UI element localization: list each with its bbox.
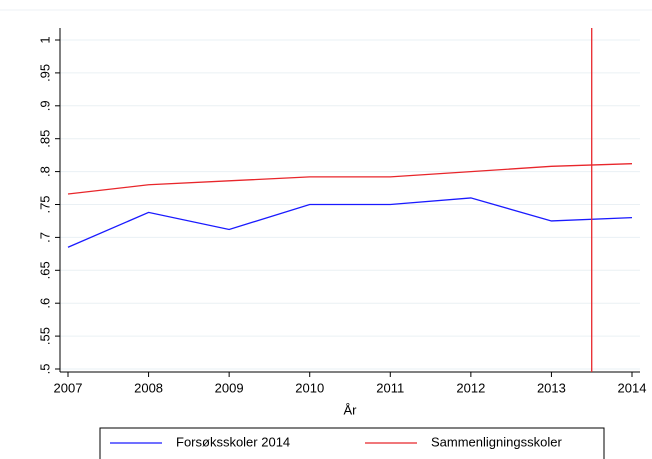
x-tick-label: 2013: [537, 380, 566, 395]
legend-label: Forsøksskoler 2014: [176, 434, 290, 449]
line-series: [67, 197, 633, 248]
x-tick-label: 2007: [54, 380, 83, 395]
x-tick-label: 2014: [618, 380, 647, 395]
x-tick-label: 2010: [295, 380, 324, 395]
legend-box: [99, 427, 605, 459]
y-tick-label: .65: [37, 261, 52, 279]
y-tick-label: .8: [37, 166, 52, 177]
x-tick-label: 2011: [376, 380, 404, 395]
y-tick-label: 1: [37, 36, 52, 43]
x-axis-title: År: [344, 402, 358, 417]
y-tick-label: .9: [37, 100, 52, 111]
legend-label: Sammenligningsskoler: [431, 434, 562, 449]
y-tick-label: .75: [37, 195, 52, 213]
y-tick-label: .7: [37, 232, 52, 243]
y-tick-label: .55: [37, 327, 52, 345]
y-tick-label: .5: [37, 364, 52, 375]
line-series: [67, 163, 633, 195]
x-tick-label: 2008: [134, 380, 163, 395]
y-tick-label: .95: [37, 64, 52, 82]
x-tick-label: 2012: [456, 380, 485, 395]
x-tick-label: 2009: [215, 380, 244, 395]
y-tick-label: .6: [37, 298, 52, 309]
y-tick-label: .85: [37, 130, 52, 148]
